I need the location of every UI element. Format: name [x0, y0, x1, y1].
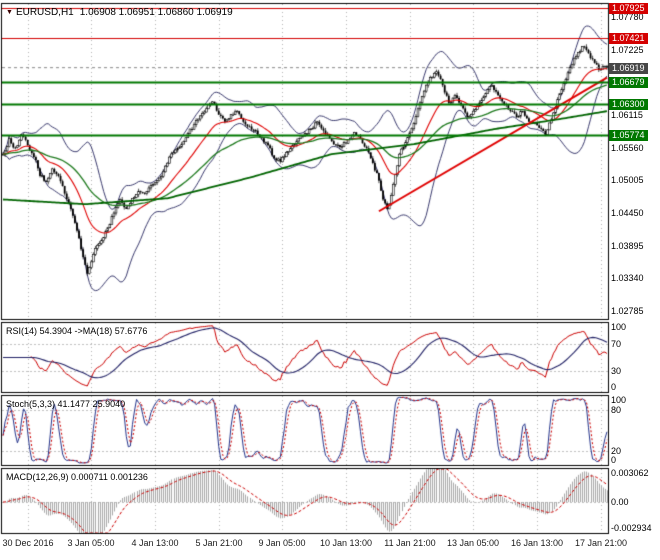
- time-axis-label: 16 Jan 13:00: [510, 538, 564, 548]
- time-axis-label: 5 Jan 21:00: [195, 538, 243, 548]
- rsi-indicator-label: RSI(14) 54.3904 ->MA(18) 57.6776: [6, 326, 148, 336]
- price-axis-tick: 1.07780: [611, 12, 644, 22]
- rsi-level-label: 100: [611, 322, 627, 332]
- rsi-level-label: 0: [611, 382, 617, 392]
- time-axis-label: 3 Jan 05:00: [67, 538, 115, 548]
- price-axis-tick: 1.05560: [611, 143, 644, 153]
- stoch-level-label: 100: [611, 395, 627, 405]
- time-axis-label: 4 Jan 13:00: [131, 538, 179, 548]
- macd-level-label: 0.003062: [611, 468, 649, 478]
- price-badge-support: 1.06300: [609, 99, 648, 110]
- macd-level-label: -0.002934: [611, 523, 652, 533]
- rsi-level-label: 70: [611, 338, 622, 349]
- time-axis-label: 30 Dec 2016: [2, 538, 54, 548]
- time-axis-label: 13 Jan 05:00: [446, 538, 500, 548]
- time-axis-label: 10 Jan 13:00: [319, 538, 373, 548]
- stoch-level-label: 20: [611, 446, 622, 457]
- price-axis-tick: 1.02785: [611, 306, 644, 316]
- time-axis-label: 9 Jan 05:00: [258, 538, 306, 548]
- stoch-level-label: 0: [611, 455, 617, 465]
- price-badge-support: 1.06679: [609, 77, 648, 88]
- chart-dropdown-icon[interactable]: ▼: [6, 9, 13, 16]
- price-badge-resistance: 1.07421: [609, 33, 648, 44]
- price-badge-current: 1.06919: [609, 63, 648, 74]
- time-axis-label: 17 Jan 21:00: [574, 538, 628, 548]
- price-badge-support: 1.05774: [609, 130, 648, 141]
- price-axis-tick: 1.05005: [611, 175, 644, 185]
- price-axis-tick: 1.07225: [611, 45, 644, 55]
- price-axis-tick: 1.03895: [611, 241, 644, 251]
- macd-level-label: 0.00: [611, 497, 629, 507]
- price-badge-resistance: 1.07925: [609, 3, 648, 14]
- price-axis-tick: 1.06115: [611, 110, 643, 120]
- price-axis-tick: 1.04450: [611, 208, 644, 218]
- chart-symbol-period: EURUSD,H1: [15, 7, 74, 18]
- time-axis-label: 11 Jan 21:00: [384, 538, 436, 548]
- macd-indicator-label: MACD(12,26,9) 0.000711 0.001236: [6, 472, 148, 482]
- stoch-indicator-label: Stoch(5,3,3) 41.1477 25.9040: [6, 399, 126, 409]
- chart-title: ▼ EURUSD,H1 1.06908 1.06951 1.06860 1.0691…: [6, 7, 233, 18]
- chart-ohlc-values: 1.06908 1.06951 1.06860 1.06919: [79, 7, 233, 18]
- stoch-level-label: 80: [611, 404, 622, 415]
- rsi-level-label: 30: [611, 366, 622, 377]
- price-axis-tick: 1.03340: [611, 273, 644, 283]
